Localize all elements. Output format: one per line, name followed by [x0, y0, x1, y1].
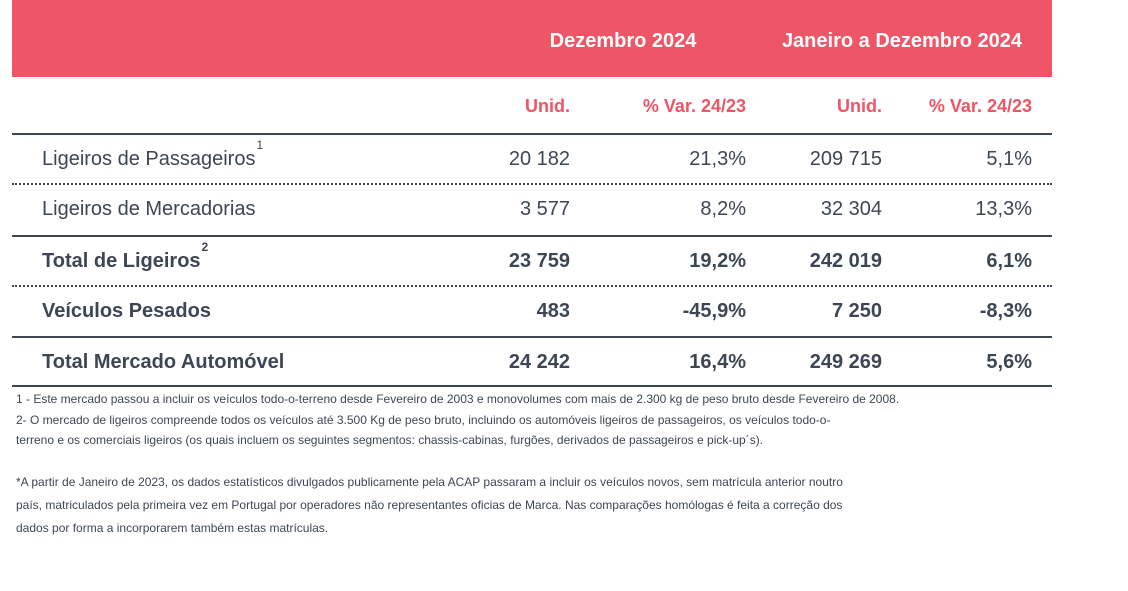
table-row-grand-total: Total Mercado Automóvel 24 242 16,4% 249… — [0, 338, 1060, 386]
column-header-year-variation: % Var. 24/23 — [928, 96, 1032, 116]
table-row: Ligeiros de Passageiros1 20 182 21,3% 20… — [0, 135, 1060, 183]
footnote-2-line-2: terreno e os comerciais ligeiros (os qua… — [16, 433, 764, 447]
table-row: Ligeiros de Mercadorias 3 577 8,2% 32 30… — [0, 185, 1060, 233]
section-divider — [12, 336, 1052, 338]
footnote-1: 1 - Este mercado passou a incluir os veí… — [16, 392, 900, 406]
row-label: Veículos Pesados — [42, 300, 211, 322]
table-header-band — [12, 0, 1052, 77]
row-divider — [12, 183, 1052, 185]
column-header-month-units: Unid. — [525, 96, 570, 116]
year-units-value: 249 269 — [809, 351, 882, 373]
month-units-value: 23 759 — [508, 250, 570, 272]
disclaimer-line-3: dados por forma a incorporarem também es… — [16, 521, 329, 535]
table-row: Veículos Pesados 483 -45,9% 7 250 -8,3% — [0, 287, 1060, 335]
year-variation-value: 5,6% — [986, 351, 1032, 373]
year-variation-value: -8,3% — [979, 300, 1032, 322]
month-units-value: 24 242 — [508, 351, 570, 373]
disclaimer-line-1: *A partir de Janeiro de 2023, os dados e… — [16, 475, 843, 489]
year-units-value: 7 250 — [831, 300, 882, 322]
table-row-total: Total de Ligeiros2 23 759 19,2% 242 019 … — [0, 237, 1060, 285]
month-units-value: 483 — [536, 300, 570, 322]
year-units-value: 32 304 — [820, 198, 882, 220]
year-variation-value: 5,1% — [986, 148, 1032, 170]
month-variation-value: 19,2% — [689, 250, 746, 272]
footnote-marker: 1 — [256, 138, 264, 152]
column-header-year-units: Unid. — [837, 96, 882, 116]
section-divider — [12, 235, 1052, 237]
period-header-year: Janeiro a Dezembro 2024 — [781, 30, 1023, 52]
period-header-month: Dezembro 2024 — [549, 30, 697, 52]
month-variation-value: -45,9% — [682, 300, 746, 322]
row-label: Ligeiros de Passageiros1 — [42, 138, 264, 170]
row-label: Total de Ligeiros2 — [42, 240, 209, 272]
row-label: Ligeiros de Mercadorias — [42, 198, 256, 220]
row-label: Total Mercado Automóvel — [42, 351, 285, 373]
footnote-marker: 2 — [201, 240, 209, 254]
disclaimer-line-2: país, matriculados pela primeira vez em … — [16, 498, 843, 512]
year-variation-value: 13,3% — [975, 198, 1032, 220]
month-variation-value: 21,3% — [689, 148, 746, 170]
month-variation-value: 8,2% — [700, 198, 746, 220]
row-divider — [12, 285, 1052, 287]
month-units-value: 20 182 — [508, 148, 570, 170]
year-units-value: 242 019 — [809, 250, 882, 272]
month-variation-value: 16,4% — [689, 351, 746, 373]
year-variation-value: 6,1% — [986, 250, 1032, 272]
month-units-value: 3 577 — [519, 198, 570, 220]
column-header-month-variation: % Var. 24/23 — [642, 96, 746, 116]
footnote-2-line-1: 2- O mercado de ligeiros compreende todo… — [16, 413, 831, 427]
year-units-value: 209 715 — [809, 148, 882, 170]
table-bottom-border — [12, 385, 1052, 387]
header-divider — [12, 133, 1052, 135]
